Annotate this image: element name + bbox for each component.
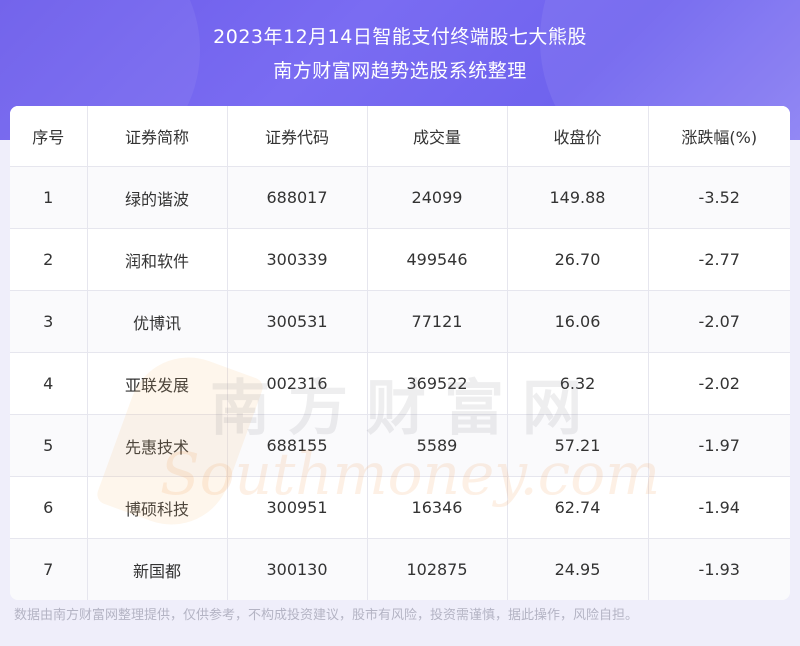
cell-close: 62.74 xyxy=(507,476,649,539)
cell-name: 优博讯 xyxy=(87,290,228,353)
cell-code: 300339 xyxy=(227,228,368,291)
cell-volume: 499546 xyxy=(367,228,508,291)
cell-index: 7 xyxy=(10,538,88,600)
cell-change: -2.77 xyxy=(648,228,790,291)
cell-name: 润和软件 xyxy=(87,228,228,291)
page-title: 2023年12月14日智能支付终端股七大熊股 xyxy=(213,26,587,48)
cell-index: 5 xyxy=(10,414,88,477)
cell-change: -1.97 xyxy=(648,414,790,477)
table-row: 7 新国都 300130 102875 24.95 -1.93 xyxy=(10,538,790,600)
cell-volume: 5589 xyxy=(367,414,508,477)
table-row: 6 博硕科技 300951 16346 62.74 -1.94 xyxy=(10,476,790,539)
page-subtitle: 南方财富网趋势选股系统整理 xyxy=(273,60,527,82)
cell-index: 2 xyxy=(10,228,88,291)
stock-table: 序号 证券简称 证券代码 成交量 收盘价 涨跌幅(%) 1 绿的谐波 68801… xyxy=(10,106,790,600)
table-row: 2 润和软件 300339 499546 26.70 -2.77 xyxy=(10,228,790,291)
table-card: 序号 证券简称 证券代码 成交量 收盘价 涨跌幅(%) 1 绿的谐波 68801… xyxy=(10,106,790,600)
column-header-name: 证券简称 xyxy=(87,106,228,167)
cell-index: 4 xyxy=(10,352,88,415)
cell-close: 16.06 xyxy=(507,290,649,353)
cell-name: 绿的谐波 xyxy=(87,166,228,229)
table-row: 5 先惠技术 688155 5589 57.21 -1.97 xyxy=(10,414,790,477)
cell-name: 亚联发展 xyxy=(87,352,228,415)
cell-name: 博硕科技 xyxy=(87,476,228,539)
cell-close: 57.21 xyxy=(507,414,649,477)
column-header-change: 涨跌幅(%) xyxy=(648,106,790,167)
cell-close: 6.32 xyxy=(507,352,649,415)
cell-code: 688155 xyxy=(227,414,368,477)
table-header-row: 序号 证券简称 证券代码 成交量 收盘价 涨跌幅(%) xyxy=(10,106,790,167)
cell-close: 24.95 xyxy=(507,538,649,600)
column-header-close: 收盘价 xyxy=(507,106,649,167)
cell-volume: 369522 xyxy=(367,352,508,415)
cell-name: 新国都 xyxy=(87,538,228,600)
cell-code: 300531 xyxy=(227,290,368,353)
cell-change: -1.94 xyxy=(648,476,790,539)
table-row: 4 亚联发展 002316 369522 6.32 -2.02 xyxy=(10,352,790,415)
table-row: 1 绿的谐波 688017 24099 149.88 -3.52 xyxy=(10,166,790,229)
cell-volume: 102875 xyxy=(367,538,508,600)
column-header-index: 序号 xyxy=(10,106,88,167)
cell-code: 300951 xyxy=(227,476,368,539)
cell-index: 3 xyxy=(10,290,88,353)
cell-change: -3.52 xyxy=(648,166,790,229)
cell-code: 002316 xyxy=(227,352,368,415)
cell-code: 688017 xyxy=(227,166,368,229)
cell-change: -1.93 xyxy=(648,538,790,600)
cell-name: 先惠技术 xyxy=(87,414,228,477)
column-header-code: 证券代码 xyxy=(227,106,368,167)
cell-volume: 24099 xyxy=(367,166,508,229)
cell-index: 6 xyxy=(10,476,88,539)
cell-close: 26.70 xyxy=(507,228,649,291)
disclaimer-text: 数据由南方财富网整理提供，仅供参考，不构成投资建议，股市有风险，投资需谨慎，据此… xyxy=(14,608,639,623)
cell-index: 1 xyxy=(10,166,88,229)
cell-code: 300130 xyxy=(227,538,368,600)
cell-close: 149.88 xyxy=(507,166,649,229)
cell-change: -2.07 xyxy=(648,290,790,353)
table-row: 3 优博讯 300531 77121 16.06 -2.07 xyxy=(10,290,790,353)
cell-volume: 77121 xyxy=(367,290,508,353)
column-header-volume: 成交量 xyxy=(367,106,508,167)
cell-change: -2.02 xyxy=(648,352,790,415)
cell-volume: 16346 xyxy=(367,476,508,539)
